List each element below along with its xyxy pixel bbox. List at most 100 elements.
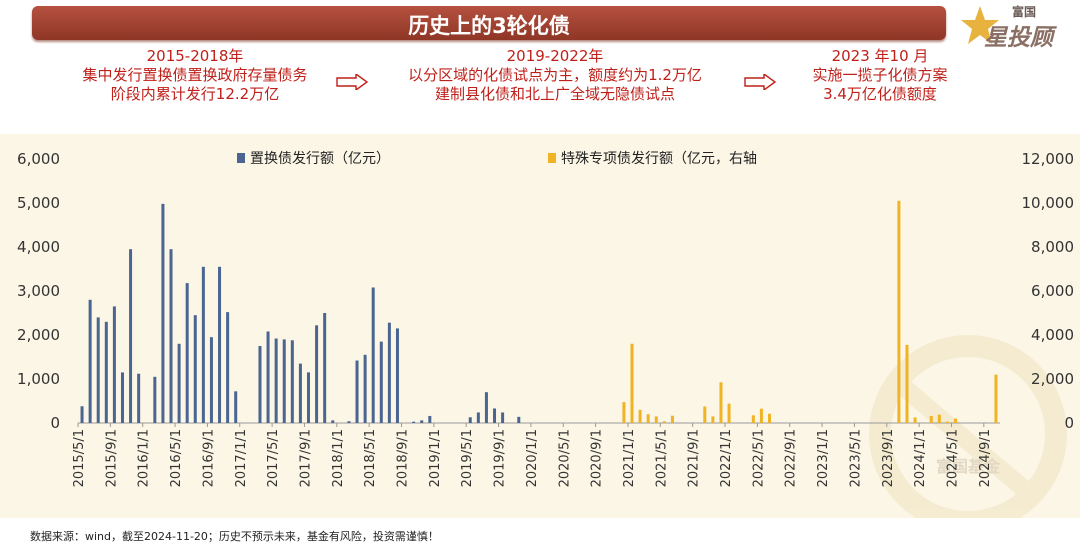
bar-replacement-bond <box>371 287 375 423</box>
bar-replacement-bond <box>218 266 222 423</box>
bar-replacement-bond <box>234 391 238 423</box>
y-right-tick-label: 6,000 <box>1031 282 1074 300</box>
y-left-tick-label: 2,000 <box>17 326 60 344</box>
bond-issuance-chart: 富国基金 0 1,000 2,000 3,000 4,000 5,000 6,000 0 2,… <box>17 150 1075 518</box>
bar-replacement-bond <box>258 346 262 423</box>
bar-replacement-bond <box>96 317 100 423</box>
series-replacement-bonds <box>80 203 521 423</box>
bar-special-bond <box>751 415 755 423</box>
bar-special-bond <box>711 416 715 423</box>
stage-2-line1: 以分区域的化债试点为主，额度约为1.2万亿 <box>408 66 702 84</box>
bar-replacement-bond <box>137 373 141 423</box>
title-banner: 历史上的3轮化债 <box>32 6 946 40</box>
bar-replacement-bond <box>104 321 108 423</box>
bar-replacement-bond <box>395 328 399 423</box>
x-tick-label: 2024/1/1 <box>913 429 928 487</box>
stage-3: 2023 年10 月 实施一揽子化债方案 3.4万亿化债额度 <box>775 47 985 104</box>
bar-replacement-bond <box>493 408 497 423</box>
bar-replacement-bond <box>298 363 302 423</box>
bar-replacement-bond <box>428 415 432 423</box>
x-tick-label: 2016/5/1 <box>169 429 184 487</box>
bar-replacement-bond <box>193 315 197 423</box>
x-tick-label: 2015/9/1 <box>104 429 119 487</box>
x-tick-label: 2015/5/1 <box>72 429 87 487</box>
x-tick-label: 2020/5/1 <box>557 429 572 487</box>
x-tick-label: 2023/1/1 <box>816 429 831 487</box>
y-left-tick-label: 1,000 <box>17 370 60 388</box>
y-right-tick-label: 0 <box>1064 414 1074 432</box>
bar-special-bond <box>654 416 658 423</box>
y-left-tick-label: 3,000 <box>17 282 60 300</box>
x-axis: 2015/5/1 2015/9/1 2016/1/1 2016/5/1 2016/9/1… <box>72 423 993 487</box>
bar-replacement-bond <box>226 312 230 423</box>
bar-special-bond <box>897 200 901 423</box>
bar-special-bond <box>638 409 642 423</box>
bar-replacement-bond <box>363 354 367 423</box>
bar-special-bond <box>905 344 909 423</box>
y-right-tick-label: 10,000 <box>1022 194 1075 212</box>
bar-replacement-bond <box>282 339 286 423</box>
watermark-text: 富国基金 <box>936 457 1001 476</box>
x-tick-label: 2021/5/1 <box>654 429 669 487</box>
stage-1-line1: 集中发行置换债置换政府存量债务 <box>82 66 308 84</box>
bar-replacement-bond <box>476 412 480 423</box>
x-tick-label: 2016/1/1 <box>137 429 152 487</box>
y-right-tick-label: 12,000 <box>1022 150 1075 168</box>
bar-replacement-bond <box>379 341 383 423</box>
x-tick-label: 2019/1/1 <box>428 429 443 487</box>
bar-replacement-bond <box>307 372 310 423</box>
bar-replacement-bond <box>153 376 157 423</box>
bar-special-bond <box>646 414 650 423</box>
bar-replacement-bond <box>129 249 133 423</box>
bar-special-bond <box>759 408 763 423</box>
x-tick-label: 2023/5/1 <box>848 429 863 487</box>
bar-replacement-bond <box>161 203 165 423</box>
stage-3-line1: 实施一揽子化债方案 <box>812 66 948 84</box>
bar-special-bond <box>662 421 666 423</box>
y-left-tick-label: 4,000 <box>17 238 60 256</box>
bar-special-bond <box>630 343 634 423</box>
x-tick-label: 2017/9/1 <box>298 429 313 487</box>
bar-replacement-bond <box>177 343 181 423</box>
bar-special-bond <box>670 415 674 423</box>
x-tick-label: 2023/9/1 <box>881 429 896 487</box>
legend-swatch-right <box>548 153 556 163</box>
x-tick-label: 2018/1/1 <box>331 429 346 487</box>
x-tick-label: 2018/9/1 <box>396 429 411 487</box>
bar-special-bond <box>622 402 626 423</box>
x-tick-label: 2022/9/1 <box>784 429 799 487</box>
bar-special-bond <box>727 403 731 423</box>
stage-1-year: 2015-2018年 <box>146 47 244 65</box>
y-right-tick-label: 4,000 <box>1031 326 1074 344</box>
x-tick-label: 2020/1/1 <box>525 429 540 487</box>
x-tick-label: 2024/5/1 <box>945 429 960 487</box>
logo-small-text: 富国 <box>1012 5 1037 19</box>
bar-replacement-bond <box>266 331 270 423</box>
bar-special-bond <box>954 418 958 423</box>
right-axis: 0 2,000 4,000 6,000 8,000 10,000 12,000 <box>1022 150 1075 432</box>
bar-special-bond <box>768 413 771 423</box>
x-tick-label: 2020/9/1 <box>590 429 605 487</box>
bar-replacement-bond <box>88 299 92 423</box>
x-tick-label: 2021/1/1 <box>622 429 637 487</box>
x-tick-label: 2016/9/1 <box>201 429 216 487</box>
series-special-bonds <box>622 200 998 423</box>
stage-3-line2: 3.4万亿化债额度 <box>823 85 937 103</box>
bar-replacement-bond <box>501 412 505 423</box>
stage-2: 2019-2022年 以分区域的化债试点为主，额度约为1.2万亿 建制县化债和北… <box>370 47 740 104</box>
legend-label-right: 特殊专项债发行额（亿元，右轴 <box>561 151 757 167</box>
bar-special-bond <box>994 374 998 423</box>
arrow-right-icon <box>744 74 776 90</box>
bar-replacement-bond <box>274 338 278 423</box>
bar-replacement-bond <box>420 420 424 423</box>
bar-special-bond <box>937 414 941 423</box>
bar-replacement-bond <box>80 406 84 423</box>
bar-replacement-bond <box>387 322 391 423</box>
bar-special-bond <box>945 421 949 423</box>
bar-replacement-bond <box>468 417 472 423</box>
stage-1-line2: 阶段内累计发行12.2万亿 <box>110 85 280 103</box>
bar-replacement-bond <box>355 360 359 423</box>
left-axis: 0 1,000 2,000 3,000 4,000 5,000 6,000 <box>17 150 60 432</box>
legend-swatch-left <box>237 153 245 163</box>
bar-replacement-bond <box>112 306 116 423</box>
